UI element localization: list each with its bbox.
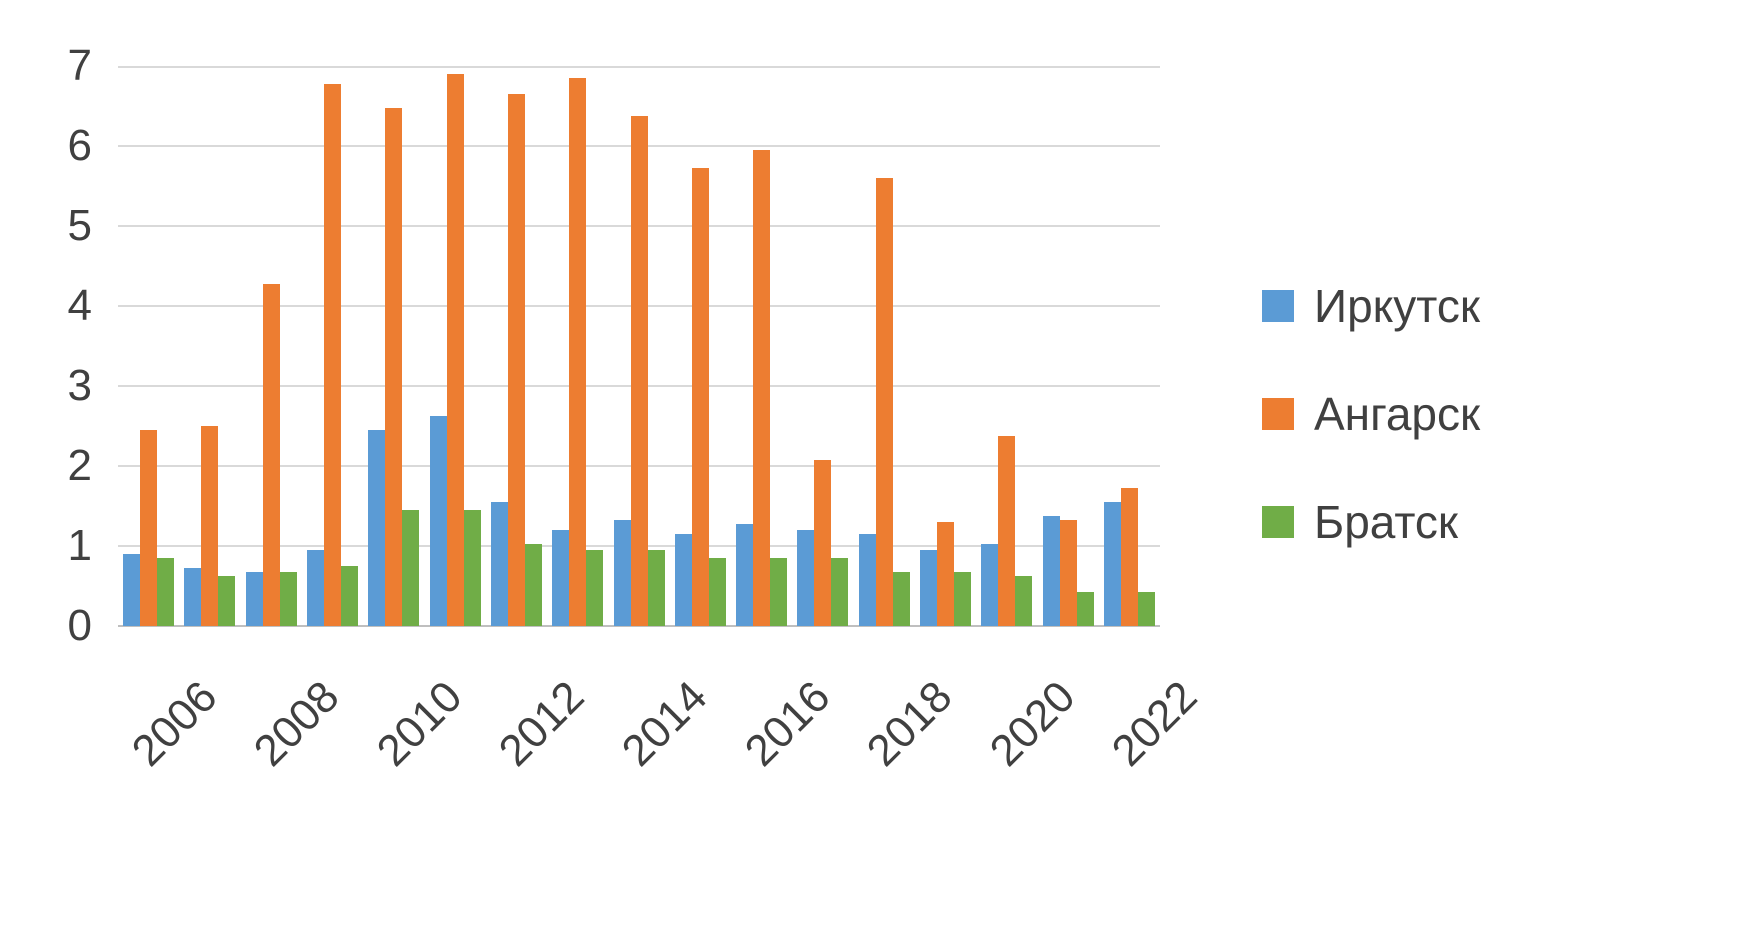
bar-Братск-2015 — [708, 558, 726, 626]
y-tick-label: 1 — [67, 521, 92, 570]
bar-Братск-2007 — [218, 576, 236, 626]
bar-Иркутск-2015 — [674, 534, 692, 626]
x-tick-label: 2020 — [980, 671, 1085, 776]
bar-Братск-2022 — [1137, 591, 1155, 626]
bar-Ангарск-2019 — [936, 522, 954, 626]
bar-Ангарск-2012 — [507, 94, 525, 626]
legend-item-Братск: Братск — [1262, 499, 1480, 545]
y-tick-label: 6 — [67, 121, 92, 170]
bar-Ангарск-2006 — [140, 430, 158, 626]
y-tick-label: 2 — [67, 441, 92, 490]
legend-label: Иркутск — [1314, 280, 1480, 332]
bar-Иркутск-2012 — [490, 502, 508, 626]
bar-Братск-2019 — [953, 572, 971, 626]
bar-Иркутск-2006 — [123, 554, 141, 626]
bar-Братск-2011 — [463, 510, 481, 626]
bar-Братск-2016 — [770, 558, 788, 626]
bar-Братск-2017 — [831, 558, 849, 626]
bar-Братск-2008 — [279, 571, 297, 626]
bar-Братск-2014 — [647, 550, 665, 626]
bar-Ангарск-2014 — [630, 116, 648, 626]
bar-Иркутск-2010 — [368, 430, 386, 626]
x-tick-label: 2016 — [735, 671, 840, 776]
x-tick-label: 2022 — [1103, 671, 1207, 776]
bar-Ангарск-2021 — [1059, 520, 1077, 626]
bar-Ангарск-2022 — [1120, 488, 1138, 626]
bar-Иркутск-2020 — [981, 543, 999, 626]
plot-area — [118, 66, 1160, 627]
bar-Иркутск-2014 — [613, 520, 631, 626]
bar-Ангарск-2007 — [201, 426, 219, 626]
legend-item-Ангарск: Ангарск — [1262, 391, 1480, 437]
x-tick-label: 2012 — [490, 671, 594, 776]
bar-Иркутск-2009 — [307, 550, 325, 626]
bar-Ангарск-2011 — [446, 74, 464, 626]
bar-Ангарск-2020 — [998, 436, 1016, 626]
y-tick-label: 3 — [67, 361, 92, 410]
legend-swatch — [1262, 398, 1294, 430]
y-tick-label: 5 — [67, 201, 92, 250]
bar-Иркутск-2017 — [797, 530, 815, 626]
legend-swatch — [1262, 290, 1294, 322]
bar-Иркутск-2008 — [245, 571, 263, 626]
bar-Ангарск-2010 — [385, 107, 403, 626]
legend: Иркутск Ангарск Братск — [1262, 283, 1480, 545]
gridline — [118, 66, 1160, 68]
bar-Иркутск-2007 — [184, 568, 202, 626]
legend-label: Ангарск — [1314, 388, 1481, 440]
x-tick-label: 2010 — [367, 671, 472, 776]
x-tick-label: 2014 — [612, 671, 717, 776]
legend-item-Иркутск: Иркутск — [1262, 283, 1480, 329]
y-tick-label: 7 — [67, 41, 92, 90]
y-tick-label: 4 — [67, 281, 92, 330]
bar-Иркутск-2019 — [919, 550, 937, 626]
x-tick-label: 2006 — [122, 671, 227, 776]
bar-Братск-2012 — [524, 544, 542, 626]
bar-Иркутск-2011 — [429, 415, 447, 626]
bar-Иркутск-2022 — [1103, 502, 1121, 626]
bar-Братск-2013 — [586, 550, 604, 626]
bar-Братск-2021 — [1076, 591, 1094, 626]
y-tick-label: 0 — [67, 601, 92, 650]
legend-swatch — [1262, 506, 1294, 538]
x-axis-line — [118, 625, 1160, 627]
bar-Ангарск-2017 — [814, 459, 832, 626]
bar-Ангарск-2016 — [753, 150, 771, 626]
bar-Иркутск-2016 — [736, 524, 754, 626]
bar-Братск-2009 — [341, 566, 359, 626]
bar-Иркутск-2018 — [858, 534, 876, 626]
bar-Братск-2010 — [402, 510, 420, 626]
bar-Иркутск-2013 — [552, 530, 570, 626]
bar-Ангарск-2015 — [691, 168, 709, 626]
legend-label: Братск — [1314, 496, 1459, 548]
x-axis: 2006 2008 2010 2012 2014 2016 2018 2020 2022 — [118, 626, 1207, 886]
bar-Братск-2018 — [892, 571, 910, 626]
bar-Братск-2020 — [1015, 576, 1033, 626]
bar-Братск-2006 — [157, 558, 175, 626]
x-tick-label: 2008 — [244, 671, 349, 776]
bar-Ангарск-2009 — [324, 83, 342, 626]
x-tick-label: 2018 — [857, 671, 962, 776]
bar-Ангарск-2013 — [569, 78, 587, 626]
y-axis: 0 1 2 3 4 5 6 7 — [0, 44, 104, 648]
bar-Иркутск-2021 — [1042, 515, 1060, 626]
bar-Ангарск-2018 — [875, 178, 893, 626]
bar-Ангарск-2008 — [262, 284, 280, 626]
